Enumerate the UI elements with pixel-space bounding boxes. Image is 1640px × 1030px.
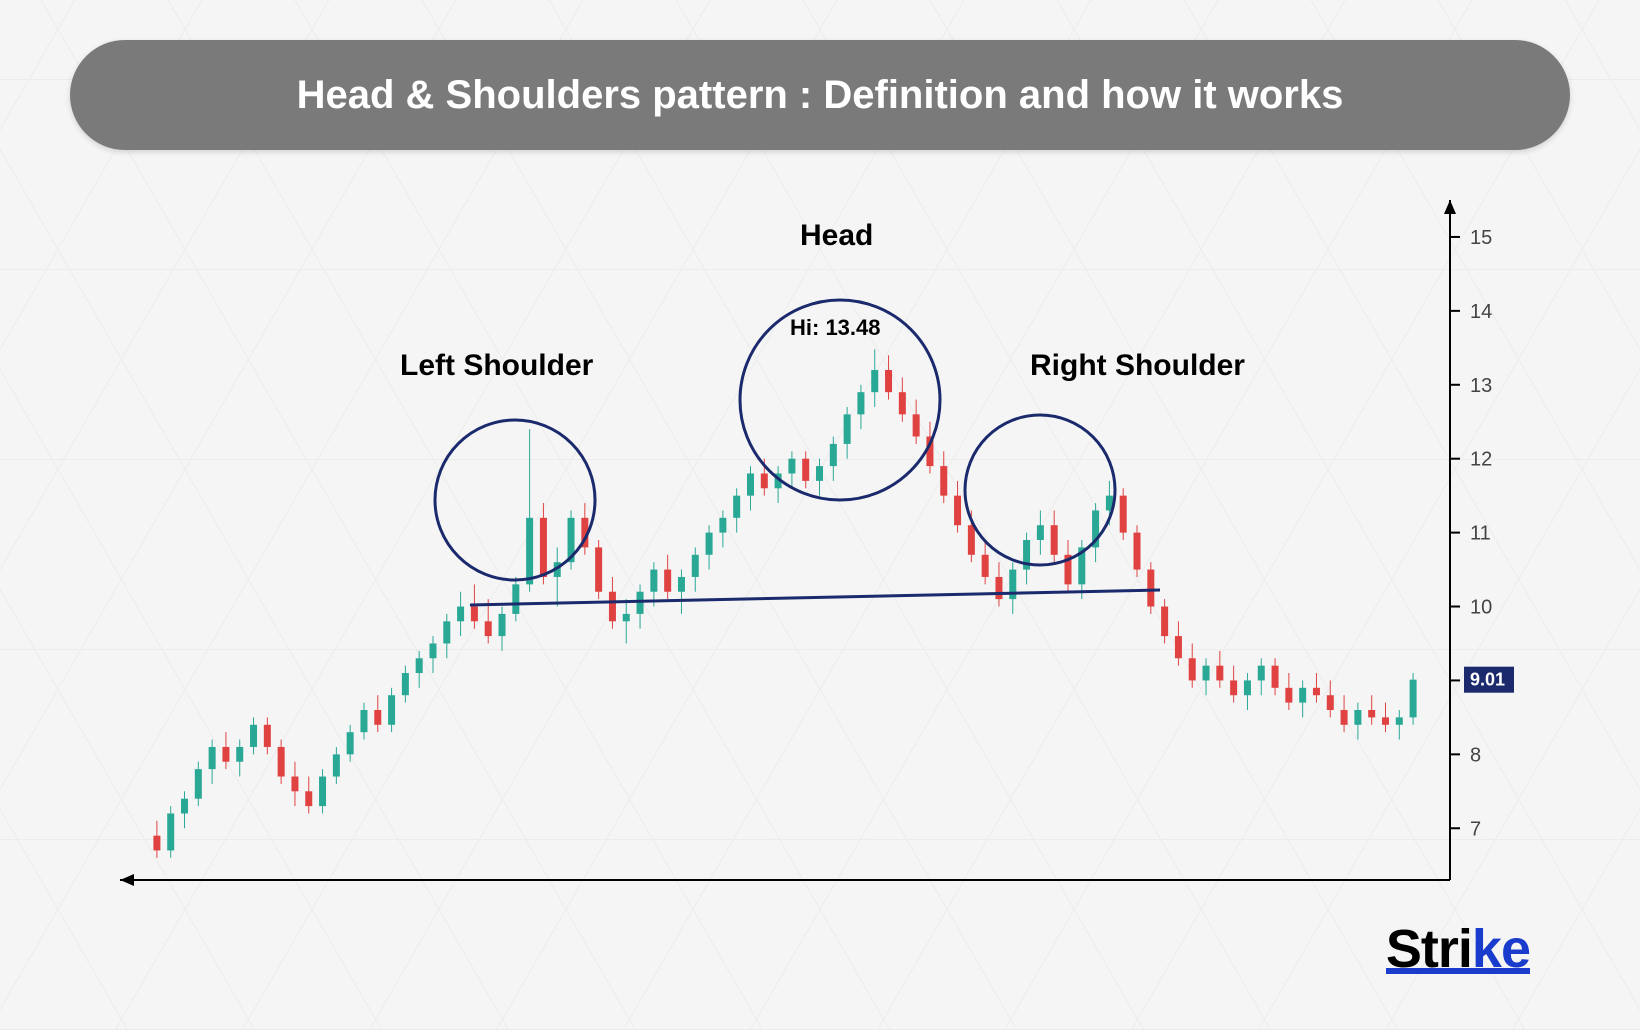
header-title-pill: Head & Shoulders pattern : Definition an… <box>70 40 1570 150</box>
svg-text:11: 11 <box>1470 523 1491 545</box>
svg-text:13: 13 <box>1470 375 1492 397</box>
svg-text:12: 12 <box>1470 449 1492 471</box>
brand-logo: Strike <box>1386 918 1530 980</box>
svg-text:15: 15 <box>1470 227 1492 249</box>
svg-text:14: 14 <box>1470 301 1492 323</box>
svg-text:8: 8 <box>1470 744 1481 766</box>
svg-text:Left Shoulder: Left Shoulder <box>400 349 594 382</box>
svg-text:10: 10 <box>1470 597 1492 619</box>
svg-text:Head: Head <box>800 219 873 252</box>
svg-text:9.01: 9.01 <box>1470 670 1505 690</box>
header-title-text: Head & Shoulders pattern : Definition an… <box>297 73 1344 118</box>
svg-text:7: 7 <box>1470 818 1481 840</box>
svg-text:Right Shoulder: Right Shoulder <box>1030 349 1245 382</box>
svg-text:Hi: 13.48: Hi: 13.48 <box>790 315 881 340</box>
chart-container: 789101112131415Left ShoulderHeadRight Sh… <box>110 180 1530 900</box>
candlestick-chart: 789101112131415Left ShoulderHeadRight Sh… <box>110 180 1530 900</box>
